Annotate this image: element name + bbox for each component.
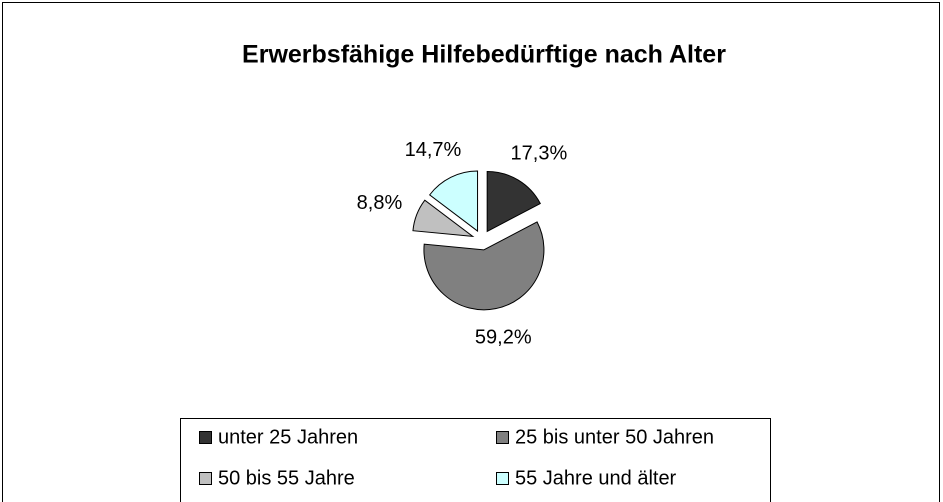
legend-marker [496, 431, 509, 444]
pie-slice [428, 170, 479, 233]
legend-label: unter 25 Jahren [218, 426, 358, 448]
pie-slice [423, 221, 545, 311]
data-label: 14,7% [405, 139, 462, 161]
legend-box [180, 418, 771, 502]
data-label: 59,2% [475, 326, 532, 348]
pie-slice [412, 199, 475, 238]
legend-marker [199, 431, 212, 444]
data-label: 8,8% [357, 192, 403, 214]
data-label: 17,3% [511, 143, 568, 165]
legend-label: 55 Jahre und älter [515, 467, 677, 489]
chart-title: Erwerbsfähige Hilfebedürftige nach Alter [242, 41, 726, 69]
pie-slice [486, 170, 541, 233]
legend-label: 50 bis 55 Jahre [218, 467, 355, 489]
legend-marker [496, 472, 509, 485]
legend-label: 25 bis unter 50 Jahren [515, 426, 714, 448]
legend-marker [199, 472, 212, 485]
